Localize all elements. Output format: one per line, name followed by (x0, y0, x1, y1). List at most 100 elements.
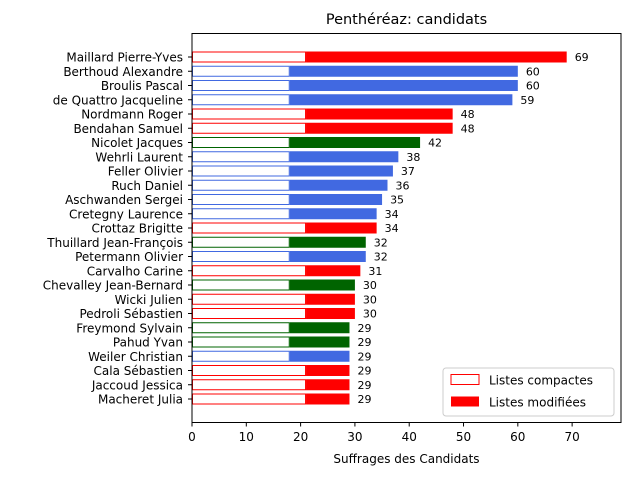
bar-modified (289, 336, 350, 348)
bar-modified (306, 379, 350, 391)
y-tick-label: Bendahan Samuel (73, 122, 183, 136)
bar-compact (192, 108, 307, 120)
bar-modified (306, 51, 567, 63)
bar-modified (289, 179, 388, 191)
bar-value-label: 32 (374, 236, 388, 249)
bar-value-label: 59 (520, 94, 534, 107)
y-tick-label: Nicolet Jacques (91, 136, 183, 150)
legend-frame (442, 367, 615, 417)
legend: Listes compactes Listes modifiées (442, 367, 615, 417)
bar-compact (192, 308, 307, 319)
bar-value-label: 29 (357, 350, 371, 363)
bar-compact (192, 293, 307, 305)
y-tick-label: Jaccoud Jessica (91, 378, 183, 392)
bar-modified (289, 208, 377, 220)
y-tick-label: Chevalley Jean-Bernard (43, 279, 183, 293)
x-axis-title: Suffrages des Candidats (333, 452, 479, 466)
bar-value-label: 29 (357, 365, 371, 378)
bar-value-label: 60 (526, 65, 540, 78)
x-tick-label: 0 (188, 430, 196, 444)
y-tick-label: Carvalho Carine (87, 264, 183, 278)
bar-compact (192, 251, 290, 262)
bar-value-label: 34 (385, 222, 399, 235)
y-tick-label: Thuillard Jean-François (46, 236, 183, 250)
y-tick-label: Feller Olivier (108, 165, 183, 179)
y-tick-label: Crottaz Brigitte (91, 222, 183, 236)
bar-modified (289, 279, 355, 291)
bar-modified (289, 322, 350, 334)
bar-compact (192, 65, 290, 77)
y-tick-label: Wicki Julien (115, 293, 183, 307)
bar-modified (289, 236, 366, 248)
bar-compact (192, 80, 290, 91)
y-tick-label: Macheret Julia (98, 393, 183, 407)
y-tick-label: Wehrli Laurent (95, 150, 183, 164)
bar-compact (192, 51, 307, 63)
x-tick-label: 60 (510, 430, 525, 444)
y-tick-label: Ruch Daniel (111, 179, 183, 193)
bar-value-label: 30 (363, 308, 377, 321)
bar-compact (192, 122, 307, 134)
bar-modified (306, 308, 355, 319)
bar-modified (306, 365, 350, 376)
bar-value-label: 35 (390, 194, 404, 207)
bar-value-label: 38 (406, 151, 420, 164)
bar-compact (192, 322, 290, 334)
bar-compact (192, 350, 290, 362)
y-tick-label: Maillard Pierre-Yves (66, 51, 183, 65)
bar-compact (192, 165, 290, 177)
bar-modified (306, 265, 361, 277)
legend-label-compact: Listes compactes (489, 374, 593, 388)
bar-compact (192, 236, 290, 248)
bar-compact (192, 194, 290, 205)
legend-swatch-compact (450, 374, 480, 385)
bar-modified (289, 194, 383, 205)
bar-modified (289, 137, 421, 148)
bar-compact (192, 137, 290, 148)
y-tick-label: Pedroli Sébastien (79, 307, 183, 321)
y-tick-label: Nordmann Roger (81, 108, 183, 122)
bar-compact (192, 208, 290, 220)
x-tick-label: 10 (239, 430, 254, 444)
x-tick-label: 70 (564, 430, 579, 444)
bar-value-label: 30 (363, 293, 377, 306)
bar-value-label: 30 (363, 279, 377, 292)
bars-layer: 6960605948484238373635343432323130303029… (192, 51, 589, 406)
bar-modified (289, 165, 393, 177)
bar-value-label: 29 (357, 322, 371, 335)
bar-compact (192, 94, 290, 106)
bar-modified (306, 122, 453, 134)
y-tick-label: de Quattro Jacqueline (53, 93, 183, 107)
x-axis: 0 10 20 30 40 50 60 70 (188, 422, 580, 444)
bar-modified (289, 94, 513, 106)
legend-label-modified: Listes modifiées (489, 396, 586, 410)
x-tick-label: 30 (347, 430, 362, 444)
bar-compact (192, 222, 307, 234)
bar-modified (306, 108, 453, 120)
y-tick-label: Freymond Sylvain (76, 321, 183, 335)
y-tick-label: Aschwanden Sergei (65, 193, 183, 207)
bar-compact (192, 379, 307, 391)
bar-modified (306, 393, 350, 405)
bar-modified (289, 151, 399, 163)
bar-modified (289, 65, 518, 77)
bar-value-label: 48 (461, 108, 475, 121)
bar-compact (192, 265, 307, 277)
bar-modified (289, 251, 366, 262)
x-tick-label: 20 (293, 430, 308, 444)
bar-value-label: 42 (428, 137, 442, 150)
bar-modified (306, 222, 377, 234)
bar-value-label: 29 (357, 393, 371, 406)
bar-value-label: 48 (461, 122, 475, 135)
bar-value-label: 29 (357, 379, 371, 392)
bar-value-label: 60 (526, 80, 540, 93)
bar-compact (192, 151, 290, 163)
bar-value-label: 32 (374, 251, 388, 264)
x-tick-label: 50 (456, 430, 471, 444)
bar-compact (192, 179, 290, 191)
bar-value-label: 29 (357, 336, 371, 349)
y-tick-label: Pahud Yvan (113, 336, 183, 350)
